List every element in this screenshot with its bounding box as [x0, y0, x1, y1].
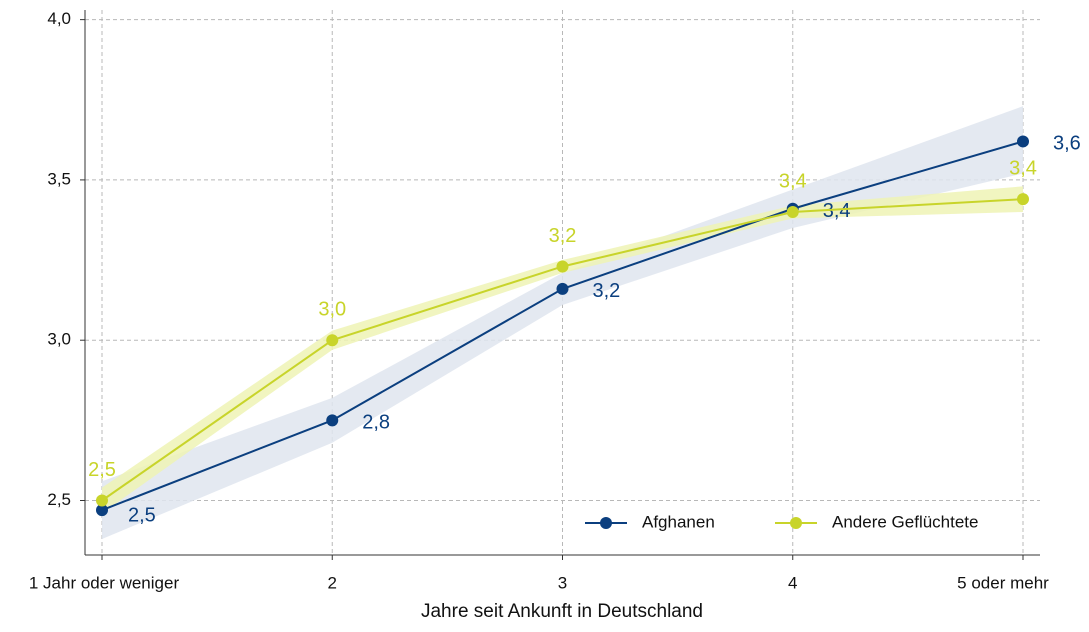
- point: [96, 494, 108, 507]
- value-label: 3,4: [1009, 157, 1037, 179]
- y-tick-label: 3,5: [47, 169, 71, 188]
- point: [556, 282, 569, 295]
- legend-marker: [790, 517, 802, 529]
- point: [1017, 193, 1029, 206]
- x-tick-label: 1 Jahr oder weniger: [29, 573, 180, 592]
- x-tick-label: 5 oder mehr: [957, 573, 1049, 592]
- point: [786, 205, 799, 218]
- y-tick-label: 4,0: [47, 9, 71, 28]
- y-tick-label: 3,0: [47, 330, 71, 349]
- point: [1017, 135, 1029, 148]
- point: [326, 414, 339, 427]
- legend-label: Afghanen: [642, 512, 715, 531]
- value-label: 3,4: [779, 170, 807, 192]
- x-tick-label: 2: [328, 573, 337, 592]
- point: [96, 504, 108, 517]
- x-tick-label: 4: [788, 573, 797, 592]
- value-label: 3,4: [823, 200, 851, 222]
- legend-marker: [600, 517, 612, 529]
- value-label: 3,6: [1053, 133, 1081, 155]
- value-label: 2,5: [88, 459, 116, 481]
- point: [326, 334, 339, 347]
- value-label: 3,2: [549, 225, 577, 247]
- point: [556, 260, 569, 273]
- x-tick-label: 3: [558, 573, 567, 592]
- value-label: 3,0: [318, 298, 346, 320]
- value-label: 2,8: [362, 412, 390, 434]
- value-label: 3,2: [593, 280, 621, 302]
- legend-label: Andere Geflüchtete: [832, 512, 978, 531]
- x-axis-label: Jahre seit Ankunft in Deutschland: [421, 601, 703, 622]
- y-tick-label: 2,5: [47, 490, 71, 509]
- value-label: 2,5: [128, 504, 156, 526]
